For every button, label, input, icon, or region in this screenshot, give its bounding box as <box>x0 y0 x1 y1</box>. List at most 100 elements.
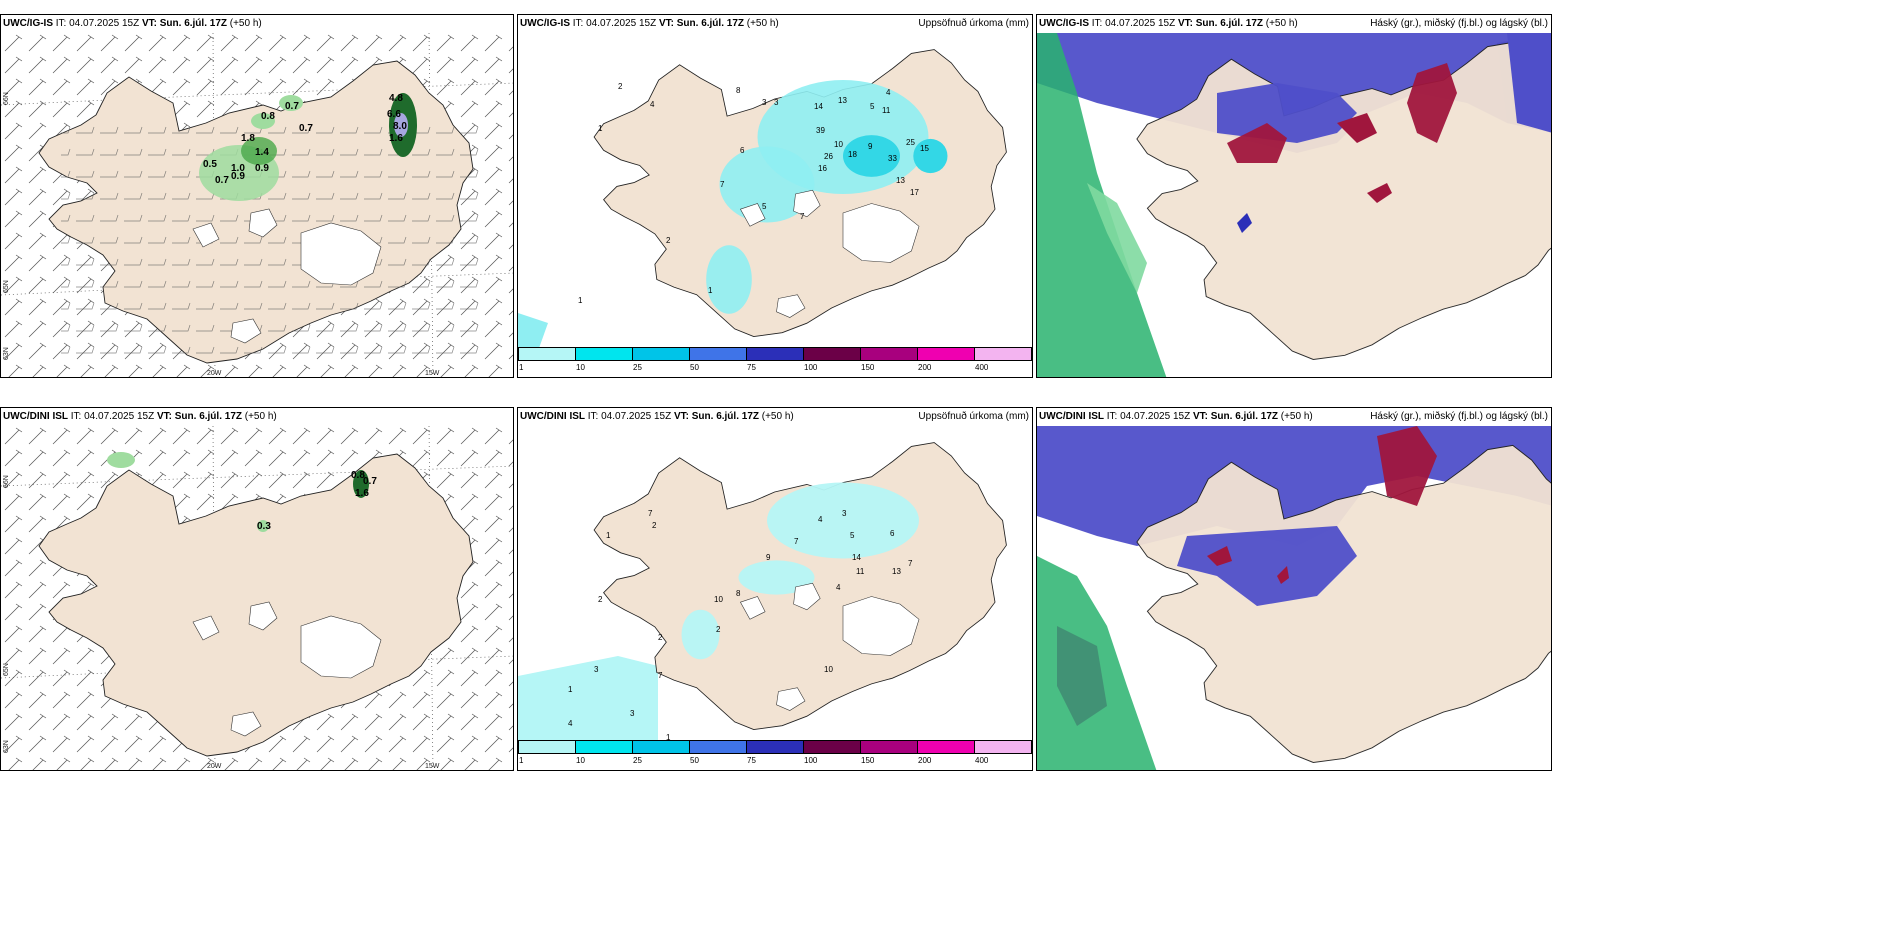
precip-label: 1 <box>606 531 611 540</box>
colorbar-tick: 75 <box>747 756 756 765</box>
precip-label: 4 <box>650 100 655 109</box>
axis-label-63n: 63N <box>3 347 10 360</box>
precip-label: 26 <box>824 152 833 161</box>
colorbar-segment <box>575 347 633 361</box>
colorbar-segment <box>974 740 1032 754</box>
colorbar-segment <box>632 740 690 754</box>
cloud-map <box>1037 33 1551 377</box>
colorbar-tick: 1 <box>519 363 524 372</box>
colorbar-segment <box>575 740 633 754</box>
cloud-title: Háský (gr.), miðský (fj.bl.) og lágský (… <box>1370 411 1548 422</box>
precip-label: 14 <box>814 102 823 111</box>
colorbar-tick: 10 <box>576 756 585 765</box>
precip-label: 10 <box>834 140 843 149</box>
precip-label: 17 <box>910 188 919 197</box>
wind-label: 1.6 <box>355 488 369 499</box>
precip-label: 13 <box>892 567 901 576</box>
colorbar-tick: 150 <box>861 363 875 372</box>
wind-label: 0.7 <box>363 476 377 487</box>
precip-panel-bottom: UWC/DINI ISL IT: 04.07.2025 15Z VT: Sun.… <box>517 407 1033 771</box>
precip-label: 3 <box>630 709 635 718</box>
precip-label: 25 <box>906 138 915 147</box>
precip-label: 11 <box>882 106 891 115</box>
precip-colorbar: 1 10 25 50 75 100 150 200 400 <box>518 347 1032 377</box>
precip-label: 15 <box>920 144 929 153</box>
colorbar-segment <box>860 347 918 361</box>
colorbar-segment <box>746 740 804 754</box>
precip-label: 9 <box>868 142 873 151</box>
panel-title: UWC/DINI ISL IT: 04.07.2025 15Z VT: Sun.… <box>1039 411 1313 422</box>
axis-label-63n: 63N <box>3 740 10 753</box>
precip-panel-top: UWC/IG-IS IT: 04.07.2025 15Z VT: Sun. 6.… <box>517 14 1033 378</box>
colorbar-segment <box>917 347 975 361</box>
colorbar-segment <box>917 740 975 754</box>
precip-label: 2 <box>618 82 623 91</box>
cloud-map <box>1037 426 1551 770</box>
precip-label: 7 <box>908 559 913 568</box>
wind-label: 1.6 <box>389 133 403 144</box>
precip-label: 1 <box>666 733 671 742</box>
precip-label: 14 <box>852 553 861 562</box>
precip-label: 10 <box>824 665 833 674</box>
precip-label: 8 <box>736 589 741 598</box>
colorbar-tick: 200 <box>918 363 932 372</box>
precip-label: 7 <box>720 180 725 189</box>
precip-label: 33 <box>888 154 897 163</box>
wind-panel-bottom: UWC/DINI ISL IT: 04.07.2025 15Z VT: Sun.… <box>0 407 514 771</box>
axis-label-20w: 20W <box>207 763 222 770</box>
precip-label: 2 <box>658 633 663 642</box>
cloud-title: Háský (gr.), miðský (fj.bl.) og lágský (… <box>1370 18 1548 29</box>
precip-label: 6 <box>890 529 895 538</box>
colorbar-segment <box>689 347 747 361</box>
cloud-panel-bottom: UWC/DINI ISL IT: 04.07.2025 15Z VT: Sun.… <box>1036 407 1552 771</box>
precip-label: 6 <box>740 146 745 155</box>
colorbar-tick: 50 <box>690 363 699 372</box>
precip-map: 2 4 8 1 3 3 14 13 5 11 4 39 10 18 16 9 2… <box>518 49 1007 351</box>
precip-label: 3 <box>762 98 767 107</box>
precip-label: 2 <box>666 236 671 245</box>
wind-label: 0.8 <box>261 111 275 122</box>
panel-title: UWC/DINI ISL IT: 04.07.2025 15Z VT: Sun.… <box>3 411 277 422</box>
precip-label: 13 <box>896 176 905 185</box>
colorbar-tick: 200 <box>918 756 932 765</box>
colorbar-segment <box>518 740 576 754</box>
wind-label: 0.7 <box>215 175 229 186</box>
precip-label: 18 <box>848 150 857 159</box>
axis-label-66n: 66N <box>3 475 10 488</box>
precip-label: 1 <box>598 124 603 133</box>
panel-title: UWC/IG-IS IT: 04.07.2025 15Z VT: Sun. 6.… <box>3 18 262 29</box>
precip-map: 2 7 2 1 4 3 9 7 5 14 6 10 8 11 13 7 4 2 … <box>518 442 1007 744</box>
panel-title: UWC/IG-IS IT: 04.07.2025 15Z VT: Sun. 6.… <box>1039 18 1298 29</box>
precip-title: Uppsöfnuð úrkoma (mm) <box>918 411 1029 422</box>
axis-label-65n: 65N <box>3 280 10 293</box>
colorbar-tick: 100 <box>804 363 818 372</box>
colorbar-tick: 150 <box>861 756 875 765</box>
colorbar-segment <box>689 740 747 754</box>
wind-label: 0.7 <box>299 123 313 134</box>
precip-label: 3 <box>774 98 779 107</box>
panel-title: UWC/IG-IS IT: 04.07.2025 15Z VT: Sun. 6.… <box>520 18 779 29</box>
wind-label: 0.8 <box>351 470 365 481</box>
wind-label: 0.9 <box>231 171 245 182</box>
wind-label: 8.0 <box>393 121 407 132</box>
precip-label: 11 <box>856 567 865 576</box>
precip-label: 2 <box>652 521 657 530</box>
precip-label: 13 <box>838 96 847 105</box>
axis-label-20w: 20W <box>207 370 222 377</box>
precip-label: 4 <box>568 719 573 728</box>
panel-title: UWC/DINI ISL IT: 04.07.2025 15Z VT: Sun.… <box>520 411 794 422</box>
wind-label: 6.6 <box>387 109 401 120</box>
precip-label: 7 <box>794 537 799 546</box>
colorbar-tick: 100 <box>804 756 818 765</box>
precip-label: 5 <box>850 531 855 540</box>
wind-panel-top: UWC/IG-IS IT: 04.07.2025 15Z VT: Sun. 6.… <box>0 14 514 378</box>
precip-label: 9 <box>766 553 771 562</box>
precip-label: 1 <box>578 296 583 305</box>
precip-label: 4 <box>818 515 823 524</box>
precip-title: Uppsöfnuð úrkoma (mm) <box>918 18 1029 29</box>
colorbar-segment <box>974 347 1032 361</box>
colorbar-tick: 25 <box>633 756 642 765</box>
colorbar-segment <box>803 347 861 361</box>
precip-label: 2 <box>598 595 603 604</box>
precip-label: 8 <box>736 86 741 95</box>
